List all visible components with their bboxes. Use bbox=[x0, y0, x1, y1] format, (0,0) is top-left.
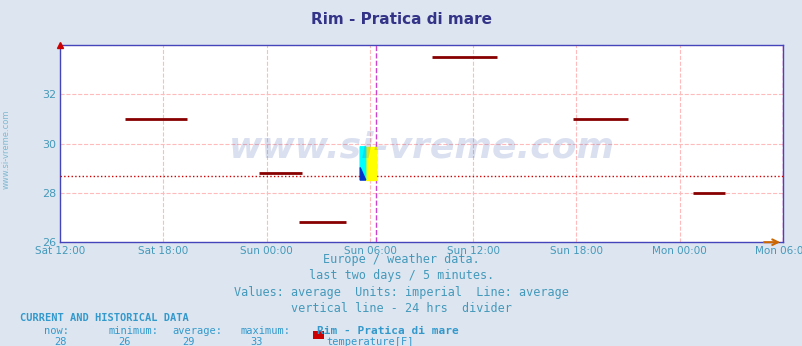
Text: 29: 29 bbox=[182, 337, 195, 346]
Text: last two days / 5 minutes.: last two days / 5 minutes. bbox=[309, 269, 493, 282]
Text: www.si-vreme.com: www.si-vreme.com bbox=[2, 109, 11, 189]
Text: temperature[F]: temperature[F] bbox=[326, 337, 414, 346]
Polygon shape bbox=[365, 147, 375, 180]
Text: vertical line - 24 hrs  divider: vertical line - 24 hrs divider bbox=[290, 302, 512, 316]
Text: Rim - Pratica di mare: Rim - Pratica di mare bbox=[310, 12, 492, 27]
Text: Values: average  Units: imperial  Line: average: Values: average Units: imperial Line: av… bbox=[233, 286, 569, 299]
Text: 28: 28 bbox=[54, 337, 67, 346]
Text: www.si-vreme.com: www.si-vreme.com bbox=[229, 130, 614, 165]
Text: 33: 33 bbox=[250, 337, 263, 346]
Text: CURRENT AND HISTORICAL DATA: CURRENT AND HISTORICAL DATA bbox=[20, 313, 188, 323]
Text: maximum:: maximum: bbox=[241, 326, 290, 336]
Polygon shape bbox=[359, 167, 365, 180]
Text: minimum:: minimum: bbox=[108, 326, 158, 336]
Text: now:: now: bbox=[44, 326, 69, 336]
Text: average:: average: bbox=[172, 326, 222, 336]
Text: Europe / weather data.: Europe / weather data. bbox=[322, 253, 480, 266]
Text: 26: 26 bbox=[118, 337, 131, 346]
Text: Rim - Pratica di mare: Rim - Pratica di mare bbox=[317, 326, 459, 336]
Polygon shape bbox=[359, 147, 365, 180]
